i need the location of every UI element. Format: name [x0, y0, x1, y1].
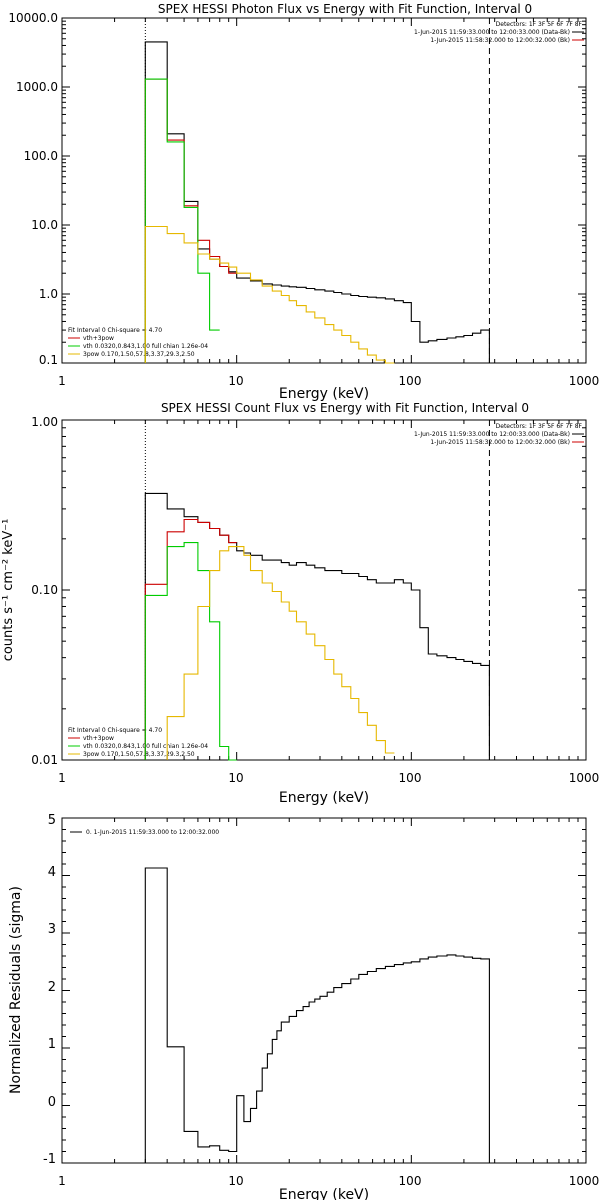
- panel-2-legend-topright: Detectors: 1F 3F 5F 6F 7F 8F 1-Jun-2015 …: [414, 423, 584, 446]
- panel-2-xtick-label: 100: [399, 771, 422, 785]
- legend-total-label: vth+3pow: [83, 335, 114, 342]
- panel-1-ytick-label: 10.0: [31, 218, 58, 232]
- panel-2-ytick-label: 1.00: [31, 415, 58, 429]
- panel-2-ytick-label: 0.10: [31, 583, 58, 597]
- panel-3-ytick-label: 4: [48, 865, 56, 880]
- panel-2-xtick-label: 1: [58, 771, 66, 785]
- panel-2-plot-area: [61, 419, 586, 761]
- panel-3-xtick-label: 100: [399, 1174, 422, 1188]
- panel-3-frame: [61, 817, 587, 1164]
- legend-residual-label: 0. 1-Jun-2015 11:59:33.000 to 12:00:32.0…: [86, 829, 219, 836]
- panel-3-legend: 0. 1-Jun-2015 11:59:33.000 to 12:00:32.0…: [70, 829, 219, 836]
- residuals-panel: 1 10 100 1000 -1 0 1 2 3 4 5 Energy (keV…: [8, 813, 599, 1200]
- panel-2-xtick-label: 10: [228, 771, 243, 785]
- panel-3-ytick-label: -1: [43, 1152, 56, 1167]
- legend-bk-interval: 1-Jun-2015 11:58:32.000 to 12:00:32.000 …: [430, 439, 570, 446]
- panel-1-ticks: 1 10 100 1000 0.1 1.0 10.0 100.0 1000.0 …: [8, 11, 599, 388]
- panel-1-xtick-label: 1: [58, 374, 66, 388]
- count-flux-panel: SPEX HESSI Count Flux vs Energy with Fit…: [1, 401, 599, 806]
- panel-3-xtick-label: 1: [58, 1174, 66, 1188]
- panel-1-xtick-label: 10: [228, 374, 243, 388]
- legend-data-interval: 1-Jun-2015 11:59:33.000 to 12:00:33.000 …: [414, 431, 570, 438]
- panel-1-frame: [61, 17, 587, 364]
- panel-2-xlabel: Energy (keV): [279, 790, 369, 806]
- panel-3-ytick-label: 2: [48, 980, 56, 995]
- panel-2-ytick-label: 0.01: [31, 753, 58, 767]
- panel-1-ytick-label: 10000.0: [8, 11, 58, 25]
- panel-3-ytick-label: 3: [48, 922, 56, 937]
- legend-3pow-label: 3pow 0.170,1.50,57.8,3.37,29.3,2.50: [83, 351, 195, 358]
- panel-1-title: SPEX HESSI Photon Flux vs Energy with Fi…: [158, 2, 532, 16]
- panel-1-ytick-label: 100.0: [24, 149, 58, 163]
- panel-3-ytick-label: 0: [48, 1095, 56, 1110]
- series-2-histogram: [144, 542, 237, 761]
- panel-1-ytick-label: 1.0: [39, 287, 58, 301]
- series-0-histogram: [144, 867, 490, 1163]
- panel-1-legend-topright: Detectors: 1F 3F 5F 6F 7F 8F 1-Jun-2015 …: [414, 21, 584, 44]
- series-2-histogram: [144, 78, 220, 363]
- panel-2-legend-bottomleft: Fit Interval 0 Chi-square = 4.70 vth+3po…: [68, 727, 208, 758]
- panel-1-plot-area: [61, 17, 586, 364]
- series-0-histogram: [144, 492, 490, 760]
- panel-2-frame: [61, 419, 587, 761]
- legend-3pow-label: 3pow 0.170,1.50,57.8,3.37,29.3,2.50: [83, 751, 195, 758]
- panel-2-ylabel: counts s⁻¹ cm⁻² keV⁻¹: [1, 519, 16, 662]
- panel-2-xtick-label: 1000: [569, 771, 600, 785]
- panel-1-ytick-label: 0.1: [39, 353, 58, 367]
- legend-detectors: Detectors: 1F 3F 5F 6F 7F 8F: [496, 21, 583, 28]
- series-1-histogram: [144, 518, 237, 760]
- panel-1-xtick-label: 1000: [569, 374, 600, 388]
- series-0-histogram: [144, 41, 490, 363]
- panel-3-xtick-label: 1000: [569, 1174, 600, 1188]
- panel-3-ylabel: Normalized Residuals (sigma): [8, 886, 24, 1094]
- panel-2-ticks: 1 10 100 1000 0.01 0.10 1.00: [31, 415, 599, 785]
- legend-fit-interval: Fit Interval 0 Chi-square = 4.70: [68, 327, 162, 334]
- legend-detectors: Detectors: 1F 3F 5F 6F 7F 8F: [496, 423, 583, 430]
- panel-3-ytick-label: 1: [48, 1037, 56, 1052]
- panel-3-xtick-label: 10: [228, 1174, 243, 1188]
- series-3-histogram: [144, 225, 395, 364]
- panel-3-ticks: 1 10 100 1000 -1 0 1 2 3 4 5: [43, 813, 599, 1188]
- legend-data-interval: 1-Jun-2015 11:59:33.000 to 12:00:33.000 …: [414, 29, 570, 36]
- panel-1-ytick-label: 1000.0: [16, 80, 58, 94]
- panel-1-legend-bottomleft: Fit Interval 0 Chi-square = 4.70 vth+3po…: [68, 327, 208, 358]
- legend-total-label: vth+3pow: [83, 735, 114, 742]
- series-1-histogram: [144, 78, 237, 363]
- legend-fit-interval: Fit Interval 0 Chi-square = 4.70: [68, 727, 162, 734]
- panel-3-plot-area: [61, 817, 586, 1164]
- panel-2-title: SPEX HESSI Count Flux vs Energy with Fit…: [161, 401, 529, 415]
- legend-bk-interval: 1-Jun-2015 11:58:32.000 to 12:00:32.000 …: [430, 37, 570, 44]
- series-3-histogram: [166, 546, 395, 760]
- panel-1-xlabel: Energy (keV): [279, 386, 369, 402]
- photon-flux-panel: SPEX HESSI Photon Flux vs Energy with Fi…: [8, 2, 599, 402]
- panel-1-xtick-label: 100: [399, 374, 422, 388]
- panel-3-ytick-label: 5: [48, 813, 56, 828]
- panel-3-xlabel: Energy (keV): [279, 1187, 369, 1200]
